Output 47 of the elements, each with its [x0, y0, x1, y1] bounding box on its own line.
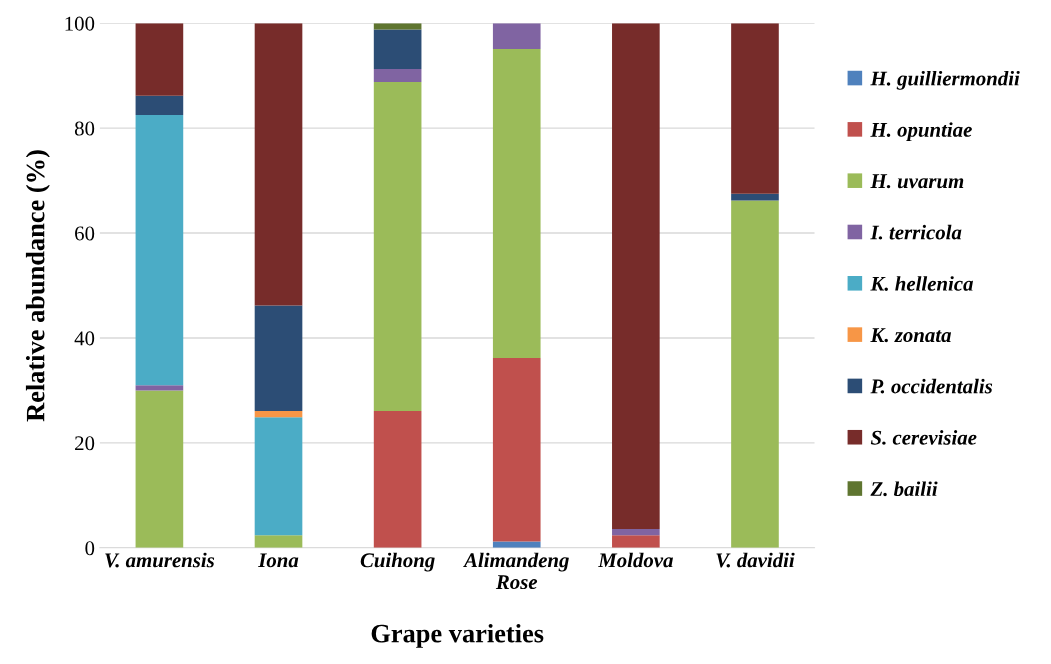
legend-label: K. hellenica — [870, 276, 973, 291]
x-axis-title: Grape varieties — [371, 623, 544, 648]
legend-label: H. opuntiae — [870, 122, 972, 142]
bar — [373, 29, 422, 69]
y-tick-label: 40 — [74, 331, 95, 346]
legend-label: Z. bailii — [870, 481, 938, 497]
bar — [373, 81, 422, 411]
legend-label: P. occidentalis — [870, 378, 993, 394]
x-tick-label: Moldova — [597, 552, 673, 568]
bar — [254, 23, 303, 306]
y-tick-label: 80 — [74, 121, 95, 136]
legend-label: H. guilliermondii — [870, 70, 1020, 90]
bar — [254, 410, 303, 418]
bar — [492, 357, 541, 542]
bar — [135, 385, 184, 391]
y-tick-label: 20 — [75, 436, 95, 451]
bar — [731, 200, 779, 548]
bar — [731, 23, 779, 194]
x-tick-label: V. davidii — [716, 552, 795, 568]
x-tick-label: Iona — [258, 553, 299, 568]
bar — [373, 410, 422, 548]
bar — [373, 23, 422, 30]
y-tick-label: 60 — [75, 226, 95, 241]
legend-label: H. uvarum — [870, 174, 964, 189]
bar — [135, 390, 184, 548]
legend-label: K. zonata — [870, 328, 952, 343]
bar — [731, 193, 779, 201]
bar — [254, 305, 303, 411]
bar — [254, 535, 303, 548]
y-axis-title: Relative abundance (%) — [25, 150, 50, 422]
legend-label: S. cerevisiae — [870, 430, 977, 445]
bar — [254, 417, 303, 536]
bar — [135, 95, 184, 116]
x-tick-label: Cuihong — [360, 552, 435, 572]
y-tick-label: 0 — [85, 541, 95, 556]
bar — [492, 23, 541, 49]
bar — [135, 23, 184, 96]
bar — [612, 23, 660, 529]
y-tick-label: 100 — [65, 16, 95, 31]
bar — [135, 115, 184, 386]
x-tick-label: Alimandeng Rose — [462, 552, 569, 590]
bar — [612, 528, 660, 536]
legend-label: I. terricola — [870, 224, 962, 240]
bar — [492, 48, 541, 358]
bar — [612, 535, 660, 548]
x-tick-label: V. amurensis — [105, 552, 215, 568]
bar — [373, 68, 422, 82]
